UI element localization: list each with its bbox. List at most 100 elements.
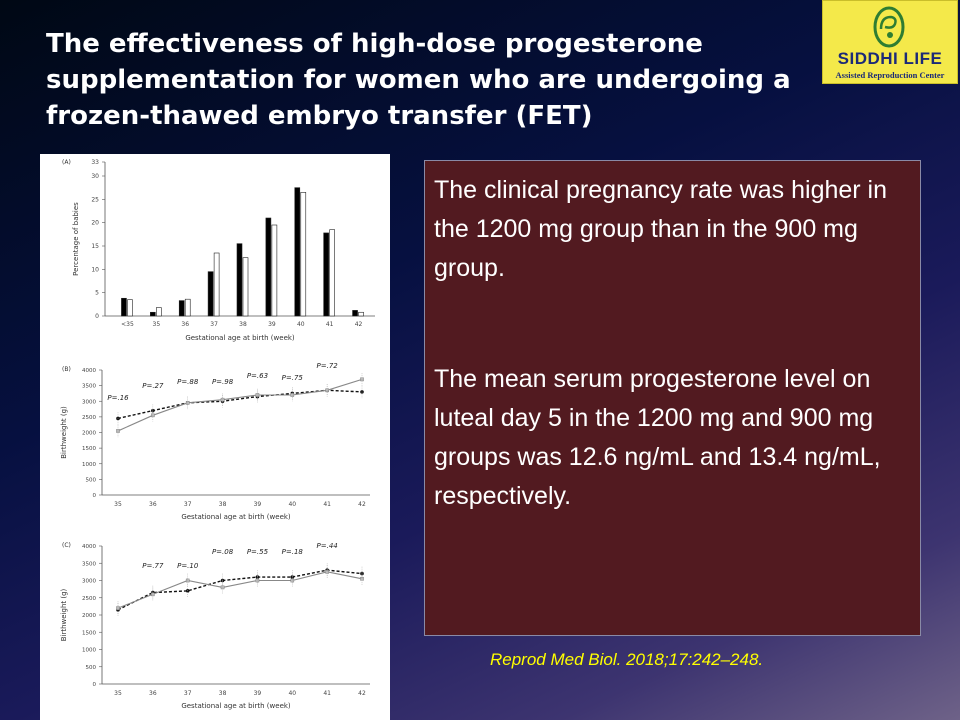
y-tick-label: 15 bbox=[91, 243, 99, 250]
p-value-label: P=.77 bbox=[142, 562, 164, 570]
x-tick-label: 40 bbox=[297, 321, 305, 328]
x-tick-label: 37 bbox=[210, 321, 218, 328]
y-tick-label: 25 bbox=[91, 196, 99, 203]
y-tick-label: 20 bbox=[91, 220, 99, 227]
bar bbox=[300, 192, 307, 317]
x-axis-label: Gestational age at birth (week) bbox=[185, 334, 295, 342]
y-tick-label: 2500 bbox=[82, 596, 96, 602]
bar bbox=[323, 232, 329, 317]
x-tick-label: 38 bbox=[219, 501, 227, 508]
bar bbox=[178, 300, 185, 317]
bar bbox=[150, 311, 156, 317]
y-axis-label: Birthweight (g) bbox=[60, 588, 68, 641]
y-tick-label: 33 bbox=[91, 159, 99, 166]
x-tick-label: 40 bbox=[288, 501, 296, 508]
bar bbox=[294, 187, 301, 317]
bar bbox=[213, 252, 220, 317]
slide-title: The effectiveness of high-dose progester… bbox=[46, 29, 791, 131]
x-axis-label: Gestational age at birth (week) bbox=[181, 702, 291, 710]
x-tick-label: 37 bbox=[184, 690, 192, 697]
panel-label: (A) bbox=[62, 159, 71, 166]
p-value-label: P=.27 bbox=[142, 382, 164, 390]
x-tick-label: <35 bbox=[121, 321, 134, 328]
logo-name: SIDDHI LIFE bbox=[837, 49, 943, 68]
x-tick-label: 39 bbox=[254, 690, 262, 697]
y-tick-label: 4000 bbox=[82, 368, 96, 374]
study-figure: (A) 0 5 10 15 20 25 30 33 <35 35 36 37 38 39 40 41 42 Gest… bbox=[40, 154, 390, 720]
p-value-label: P=.16 bbox=[107, 394, 129, 402]
y-tick-label: 2500 bbox=[82, 415, 96, 421]
p-value-label: P=.08 bbox=[212, 548, 234, 556]
x-tick-label: 41 bbox=[323, 501, 331, 508]
series-line bbox=[117, 378, 363, 432]
x-tick-label: 35 bbox=[114, 501, 122, 508]
logo-subtitle: Assisted Reproduction Center bbox=[835, 70, 945, 80]
x-tick-label: 35 bbox=[153, 321, 161, 328]
figure-charts: (A) 0 5 10 15 20 25 30 33 <35 35 36 37 38 39 40 41 42 Gest… bbox=[60, 159, 375, 710]
y-tick-label: 0 bbox=[95, 313, 99, 320]
finding-progesterone-level: The mean serum progesterone level on lut… bbox=[434, 365, 881, 510]
bar bbox=[121, 297, 127, 317]
y-tick-label: 2000 bbox=[82, 613, 96, 619]
x-tick-label: 36 bbox=[149, 690, 157, 697]
x-tick-label: 38 bbox=[219, 690, 227, 697]
y-tick-label: 5 bbox=[95, 290, 99, 297]
y-tick-label: 0 bbox=[93, 682, 97, 688]
x-axis-label: Gestational age at birth (week) bbox=[181, 513, 291, 521]
p-value-label: P=.63 bbox=[247, 372, 268, 380]
p-value-label: P=.72 bbox=[317, 362, 339, 370]
y-tick-label: 1000 bbox=[82, 648, 96, 654]
p-value-label: P=.88 bbox=[177, 378, 199, 386]
x-tick-label: 42 bbox=[358, 501, 366, 508]
bar bbox=[236, 243, 243, 317]
x-tick-label: 40 bbox=[288, 690, 296, 697]
y-tick-label: 500 bbox=[86, 477, 97, 483]
bar bbox=[329, 229, 335, 317]
y-tick-label: 3500 bbox=[82, 384, 96, 390]
x-tick-label: 37 bbox=[184, 501, 192, 508]
y-axis-label: Birthweight (g) bbox=[60, 406, 68, 459]
bar bbox=[265, 217, 272, 317]
bar bbox=[207, 271, 214, 317]
siddhi-life-logo: SIDDHI LIFE Assisted Reproduction Center bbox=[822, 0, 958, 84]
panel-label: (B) bbox=[62, 366, 71, 373]
series-line bbox=[117, 569, 363, 611]
y-tick-label: 10 bbox=[91, 266, 99, 273]
y-tick-label: 500 bbox=[86, 665, 97, 671]
y-tick-label: 3000 bbox=[82, 579, 96, 585]
p-value-label: P=.98 bbox=[212, 378, 234, 386]
x-tick-label: 38 bbox=[239, 321, 247, 328]
p-value-label: P=.10 bbox=[177, 562, 199, 570]
y-tick-label: 2000 bbox=[82, 431, 96, 437]
p-value-label: P=.55 bbox=[247, 548, 269, 556]
x-tick-label: 36 bbox=[181, 321, 189, 328]
citation: Reprod Med Biol. 2018;17:242–248. bbox=[490, 650, 764, 669]
x-tick-label: 41 bbox=[323, 690, 331, 697]
x-tick-label: 41 bbox=[326, 321, 334, 328]
p-value-label: P=.75 bbox=[282, 374, 304, 382]
y-tick-label: 3000 bbox=[82, 399, 96, 405]
panel-label: (C) bbox=[62, 542, 71, 549]
y-axis-label: Percentage of babies bbox=[72, 202, 80, 276]
x-tick-label: 36 bbox=[149, 501, 157, 508]
bar bbox=[352, 310, 358, 317]
x-tick-label: 42 bbox=[358, 690, 366, 697]
x-tick-label: 35 bbox=[114, 690, 122, 697]
y-tick-label: 3500 bbox=[82, 561, 96, 567]
findings-box: The clinical pregnancy rate was higher i… bbox=[424, 160, 921, 636]
bar bbox=[358, 311, 364, 317]
y-tick-label: 1500 bbox=[82, 630, 96, 636]
x-tick-label: 42 bbox=[355, 321, 363, 328]
y-tick-label: 4000 bbox=[82, 544, 96, 550]
bar bbox=[271, 224, 278, 317]
y-tick-label: 0 bbox=[93, 493, 97, 499]
bar bbox=[242, 257, 249, 317]
bar bbox=[156, 307, 162, 317]
bar bbox=[184, 298, 191, 317]
y-tick-label: 30 bbox=[91, 173, 99, 180]
y-tick-label: 1000 bbox=[82, 462, 96, 468]
series-line bbox=[117, 571, 363, 609]
bar bbox=[127, 299, 133, 317]
finding-pregnancy-rate: The clinical pregnancy rate was higher i… bbox=[434, 176, 888, 282]
p-value-label: P=.44 bbox=[317, 542, 338, 550]
